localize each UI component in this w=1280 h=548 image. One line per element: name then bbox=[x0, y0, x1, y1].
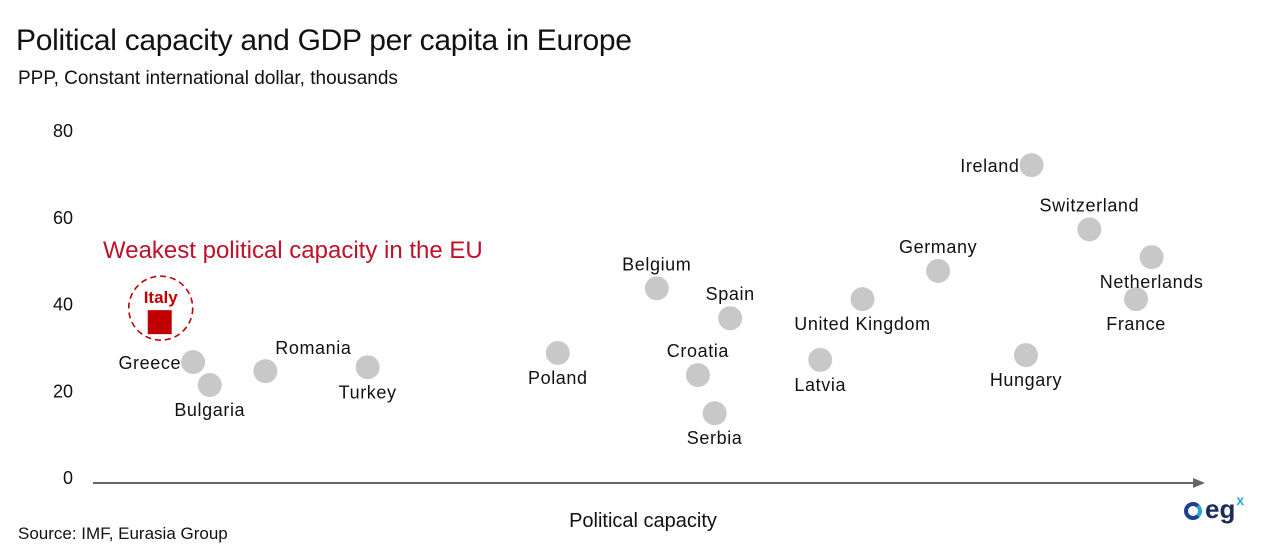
point-poland: Poland bbox=[528, 340, 588, 388]
source-note: Source: IMF, Eurasia Group bbox=[18, 524, 228, 543]
point-greece: Greece bbox=[118, 350, 206, 375]
point-label: Poland bbox=[528, 368, 588, 388]
point-label: Germany bbox=[899, 237, 977, 257]
chart-title: Political capacity and GDP per capita in… bbox=[16, 24, 632, 57]
point-hungary: Hungary bbox=[990, 343, 1062, 390]
point-ireland: Ireland bbox=[960, 153, 1044, 178]
point-marker bbox=[197, 373, 222, 398]
y-tick-label: 20 bbox=[53, 381, 73, 401]
point-marker bbox=[355, 355, 380, 380]
point-label: Belgium bbox=[622, 254, 691, 274]
point-switzerland: Switzerland bbox=[1040, 195, 1140, 242]
point-marker bbox=[1124, 287, 1149, 312]
chart-subtitle: PPP, Constant international dollar, thou… bbox=[18, 68, 398, 89]
point-latvia: Latvia bbox=[794, 347, 846, 395]
y-tick-label: 40 bbox=[53, 295, 73, 315]
point-label: Spain bbox=[706, 284, 755, 304]
highlight-ring bbox=[127, 275, 194, 341]
point-italy: Italy bbox=[127, 275, 194, 341]
point-marker bbox=[808, 347, 833, 372]
point-label: Serbia bbox=[687, 428, 743, 448]
point-label: Italy bbox=[144, 288, 179, 307]
point-marker bbox=[181, 350, 206, 375]
y-tick-label: 60 bbox=[53, 208, 73, 228]
egx-logo-icon bbox=[1184, 502, 1202, 520]
annotation-weakest-capacity: Weakest political capacity in the EU bbox=[103, 237, 483, 264]
point-belgium: Belgium bbox=[622, 254, 691, 301]
point-united-kingdom: United Kingdom bbox=[794, 287, 930, 334]
point-marker bbox=[1139, 245, 1164, 270]
point-germany: Germany bbox=[899, 237, 977, 283]
point-marker bbox=[1019, 153, 1044, 178]
point-bulgaria: Bulgaria bbox=[174, 373, 245, 420]
y-axis-ticks: 0 20 40 60 80 bbox=[53, 121, 73, 488]
point-marker bbox=[644, 276, 669, 301]
point-marker bbox=[850, 287, 875, 312]
point-serbia: Serbia bbox=[687, 401, 743, 448]
point-label: Turkey bbox=[339, 382, 397, 402]
y-tick-label: 80 bbox=[53, 121, 73, 141]
point-marker bbox=[1077, 217, 1102, 242]
point-marker bbox=[253, 359, 278, 384]
point-marker bbox=[685, 363, 710, 388]
point-marker-highlight bbox=[147, 310, 172, 335]
point-marker bbox=[718, 306, 743, 331]
point-label: Latvia bbox=[794, 375, 846, 395]
point-netherlands: Netherlands bbox=[1100, 245, 1204, 292]
data-points: Italy Greece Bulgaria Romania Turkey Poland Be… bbox=[118, 153, 1203, 448]
point-marker bbox=[1013, 343, 1038, 368]
point-label: Croatia bbox=[667, 341, 730, 361]
point-france: France bbox=[1106, 287, 1166, 334]
logo-text: eg bbox=[1205, 494, 1236, 524]
point-romania: Romania bbox=[253, 338, 352, 384]
point-label: Switzerland bbox=[1040, 195, 1140, 215]
point-label: Greece bbox=[118, 353, 181, 373]
point-spain: Spain bbox=[706, 284, 755, 331]
egx-logo: eg x bbox=[1184, 492, 1245, 525]
point-label: Hungary bbox=[990, 370, 1062, 390]
point-label: United Kingdom bbox=[794, 314, 930, 334]
point-label: Netherlands bbox=[1100, 272, 1204, 292]
point-marker bbox=[926, 258, 951, 283]
x-axis-label: Political capacity bbox=[569, 510, 717, 532]
point-marker bbox=[702, 401, 727, 426]
y-tick-label: 0 bbox=[63, 468, 73, 488]
point-label: France bbox=[1106, 314, 1166, 334]
point-marker bbox=[545, 340, 570, 365]
point-croatia: Croatia bbox=[667, 341, 730, 388]
point-label: Romania bbox=[275, 338, 352, 358]
point-label: Ireland bbox=[960, 156, 1019, 176]
point-turkey: Turkey bbox=[339, 355, 397, 402]
point-label: Bulgaria bbox=[174, 400, 245, 420]
logo-superscript: x bbox=[1236, 492, 1245, 508]
